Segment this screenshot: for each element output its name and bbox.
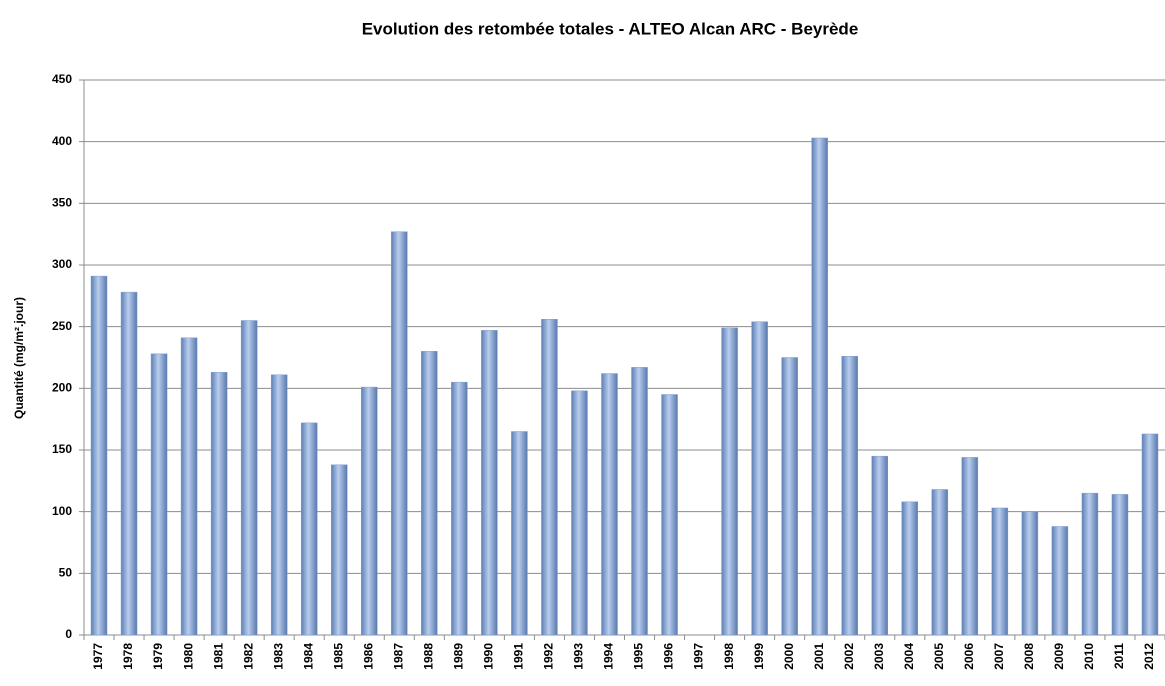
- chart-title: Evolution des retombée totales - ALTEO A…: [362, 19, 859, 38]
- x-tick-label: 2012: [1142, 643, 1156, 670]
- x-tick-label: 1988: [421, 643, 435, 670]
- x-tick-label: 1986: [361, 643, 375, 670]
- bar: [841, 356, 858, 636]
- bar: [811, 137, 828, 636]
- bar: [90, 275, 108, 636]
- x-tick-label: 2005: [932, 643, 946, 670]
- y-tick-label: 50: [59, 566, 73, 580]
- y-tick-label: 400: [52, 134, 72, 148]
- x-tick-label: 1993: [572, 643, 586, 670]
- bar: [300, 422, 318, 636]
- x-tick-label: 2007: [992, 643, 1006, 670]
- bar: [601, 373, 618, 636]
- x-tick-label: 1992: [542, 643, 556, 670]
- x-tick-label: 2008: [1022, 643, 1036, 670]
- bar: [1081, 492, 1099, 636]
- x-tick-label: 1985: [331, 643, 345, 670]
- bar: [781, 357, 798, 636]
- x-tick-label: 1997: [692, 643, 706, 670]
- x-tick-label: 2000: [782, 643, 796, 670]
- bar: [330, 464, 348, 636]
- x-tick-label: 1979: [151, 643, 165, 670]
- x-tick-label: 1994: [602, 643, 616, 670]
- bar: [1021, 511, 1039, 636]
- x-tick-label: 2010: [1082, 643, 1096, 670]
- x-tick-label: 1980: [181, 643, 195, 670]
- bar: [451, 381, 468, 636]
- bar: [481, 330, 498, 636]
- x-tick-label: 1996: [662, 643, 676, 670]
- x-tick-label: 1998: [722, 643, 736, 670]
- bar: [901, 501, 919, 636]
- bar: [871, 455, 888, 636]
- x-tick-label: 1978: [121, 643, 135, 670]
- bar: [361, 386, 378, 636]
- x-tick-label: 1995: [632, 643, 646, 670]
- x-tick-label: 2002: [842, 643, 856, 670]
- bar: [1051, 526, 1069, 636]
- bar: [721, 327, 738, 636]
- x-tick-label: 1987: [391, 643, 405, 670]
- x-tick-label: 1989: [452, 643, 466, 670]
- bar: [661, 394, 678, 636]
- x-tick-label: 1991: [512, 643, 526, 670]
- x-tick-label: 2006: [962, 643, 976, 670]
- bar: [571, 390, 588, 636]
- bar: [931, 489, 949, 636]
- x-tick-label: 1984: [301, 643, 315, 670]
- x-tick-label: 2004: [902, 643, 916, 670]
- x-tick-label: 1999: [752, 643, 766, 670]
- x-tick-label: 1977: [91, 643, 105, 670]
- x-tick-label: 1990: [482, 643, 496, 670]
- x-tick-label: 1982: [241, 643, 255, 670]
- x-tick-label: 2009: [1052, 643, 1066, 670]
- bar: [1141, 433, 1159, 636]
- bar: [991, 507, 1009, 636]
- y-tick-label: 0: [65, 627, 72, 641]
- x-tick-label: 2001: [812, 643, 826, 670]
- y-tick-label: 200: [52, 381, 72, 395]
- bar: [1111, 494, 1129, 636]
- y-tick-label: 450: [52, 72, 72, 86]
- y-tick-label: 100: [52, 504, 72, 518]
- y-tick-label: 150: [52, 442, 72, 456]
- bar: [961, 457, 979, 636]
- y-tick-label: 350: [52, 196, 72, 210]
- bar: [751, 321, 768, 636]
- x-tick-label: 2011: [1112, 643, 1126, 669]
- bar: [150, 353, 168, 636]
- bar: [391, 231, 408, 636]
- bar: [511, 431, 528, 636]
- x-tick-label: 1981: [211, 643, 225, 670]
- bar: [210, 372, 228, 636]
- bar: [180, 337, 198, 636]
- bar: [240, 320, 258, 636]
- bar: [631, 367, 648, 636]
- bar: [541, 319, 558, 636]
- y-tick-label: 250: [52, 319, 72, 333]
- y-tick-label: 300: [52, 257, 72, 271]
- bar: [120, 291, 138, 636]
- bar: [270, 374, 288, 636]
- x-tick-label: 1983: [271, 643, 285, 670]
- y-axis-label: Quantité (mg/m².jour): [12, 297, 26, 419]
- bar: [421, 351, 438, 636]
- x-tick-label: 2003: [872, 643, 886, 670]
